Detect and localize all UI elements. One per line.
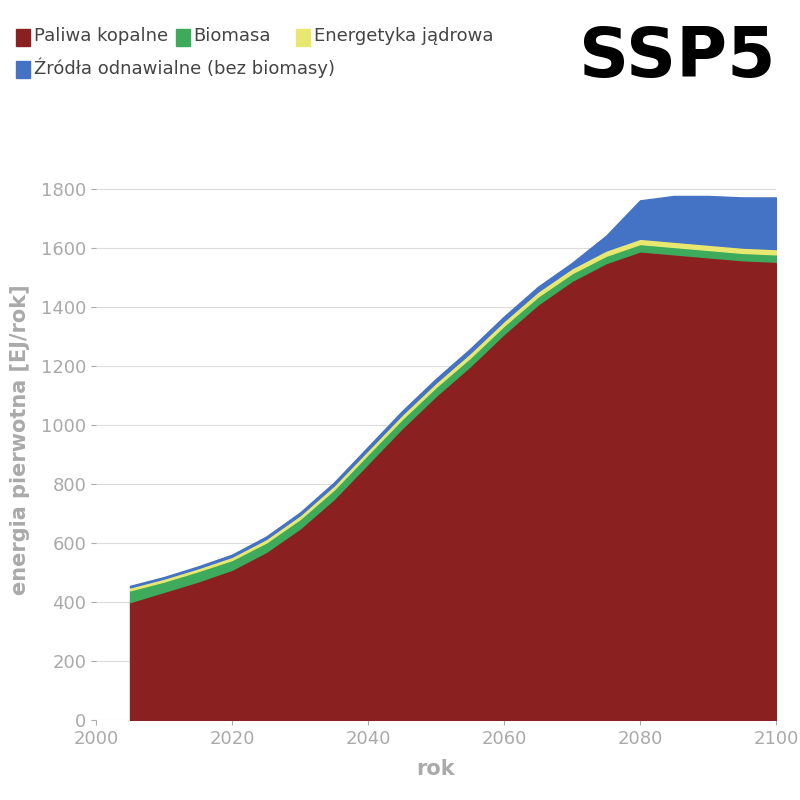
X-axis label: rok: rok	[417, 759, 455, 779]
Y-axis label: energia pierwotna [EJ/rok]: energia pierwotna [EJ/rok]	[10, 285, 30, 595]
Text: SSP5: SSP5	[579, 24, 776, 91]
Text: Paliwa kopalne: Paliwa kopalne	[34, 27, 168, 45]
Text: Biomasa: Biomasa	[194, 27, 271, 45]
Text: Energetyka jądrowa: Energetyka jądrowa	[314, 27, 493, 45]
Text: Źródła odnawialne (bez biomasy): Źródła odnawialne (bez biomasy)	[34, 58, 334, 78]
